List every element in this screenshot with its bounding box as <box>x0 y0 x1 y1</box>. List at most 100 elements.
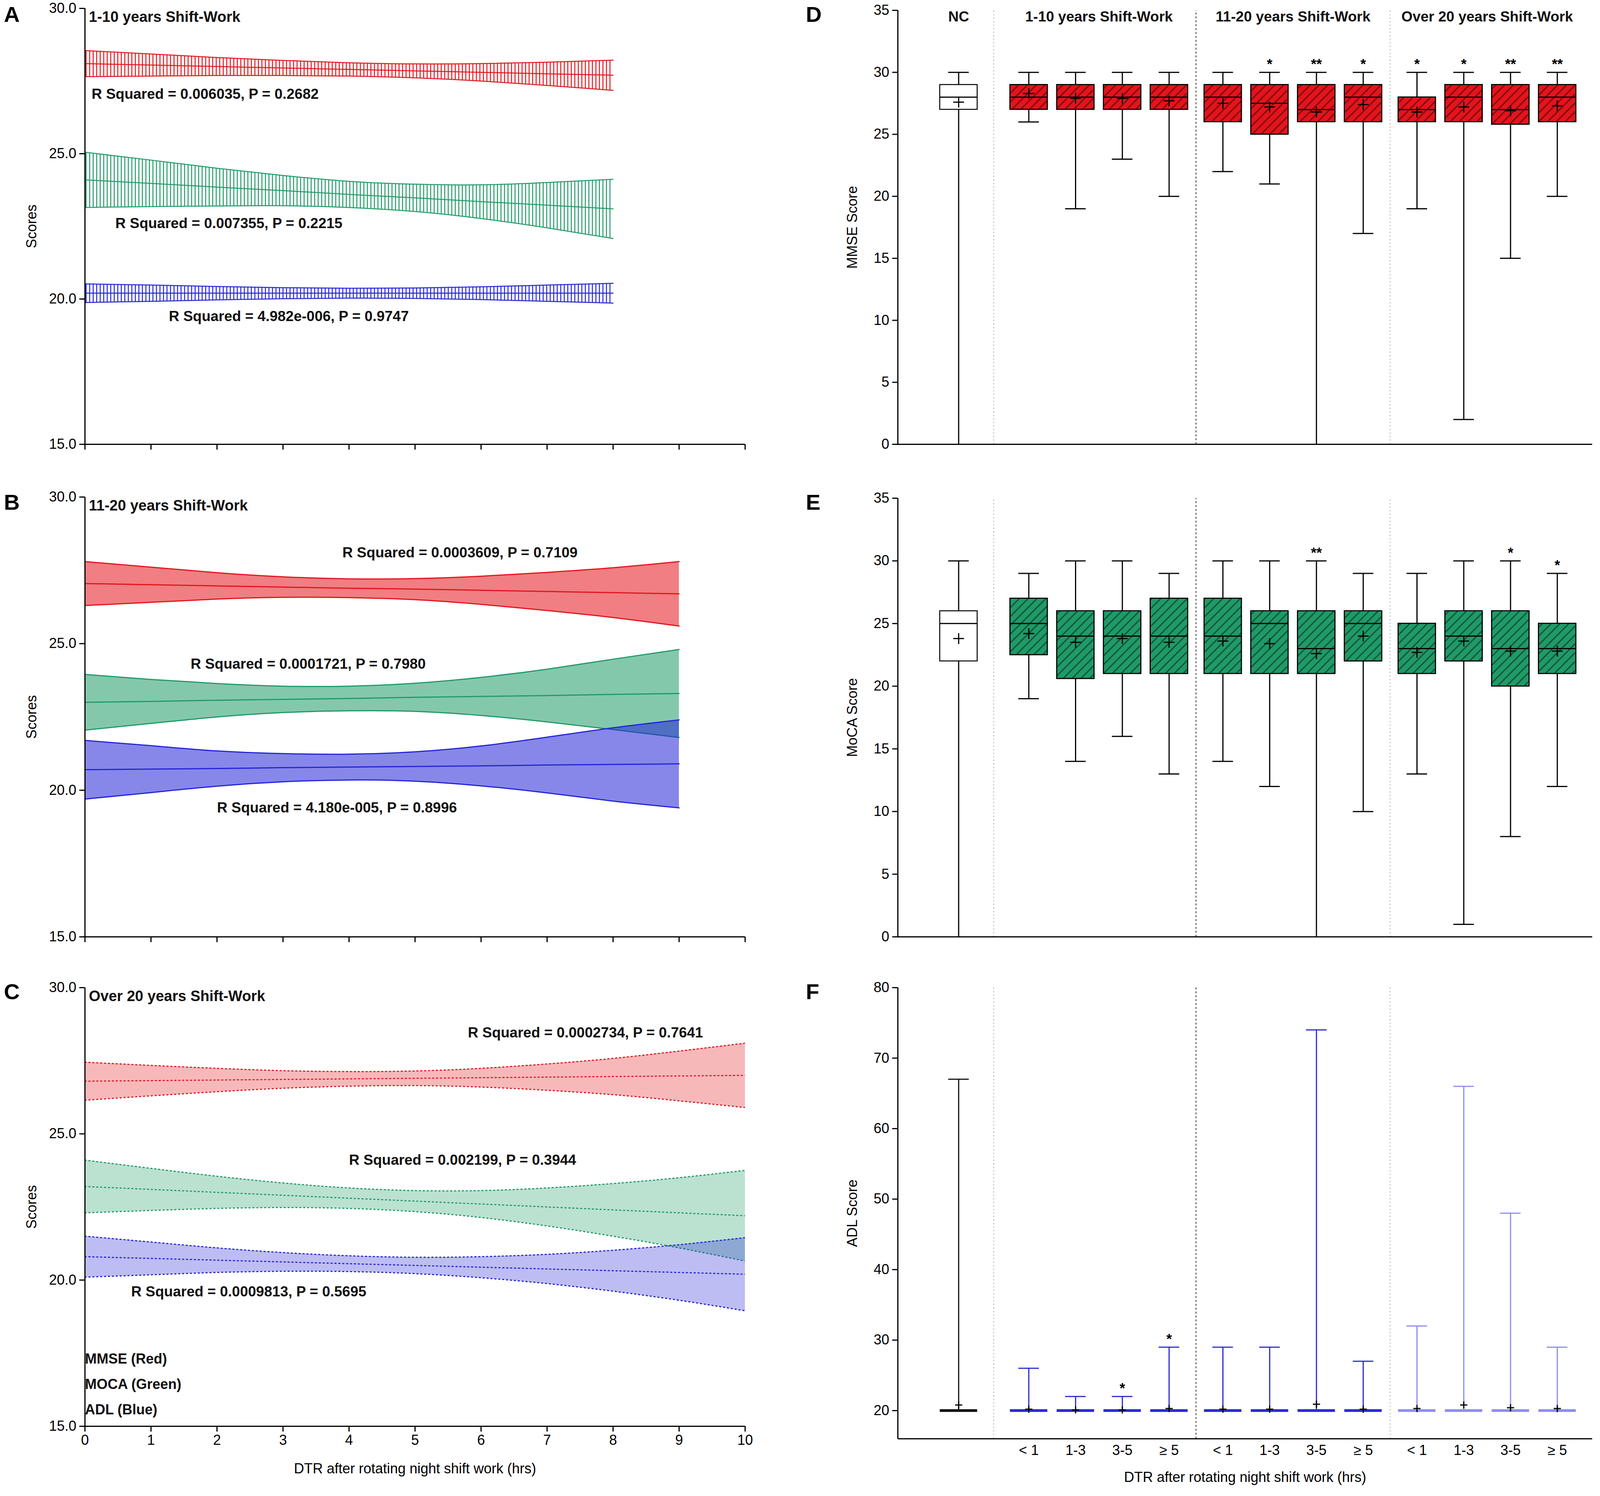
svg-text:11-20 years Shift-Work: 11-20 years Shift-Work <box>89 497 249 514</box>
svg-text:1-3: 1-3 <box>1453 1442 1474 1459</box>
svg-text:15: 15 <box>873 740 890 757</box>
svg-text:5: 5 <box>881 373 890 390</box>
svg-text:≥ 5: ≥ 5 <box>1353 1442 1374 1459</box>
svg-text:R Squared = 0.0002734, P = 0.7: R Squared = 0.0002734, P = 0.7641 <box>467 1024 704 1041</box>
svg-text:70: 70 <box>873 1049 890 1066</box>
svg-text:5: 5 <box>881 866 890 883</box>
svg-text:3-5: 3-5 <box>1112 1442 1133 1459</box>
svg-text:2: 2 <box>212 1432 221 1449</box>
svg-text:0: 0 <box>881 435 890 452</box>
svg-text:25.0: 25.0 <box>48 1125 77 1142</box>
svg-text:Over 20 years Shift-Work: Over 20 years Shift-Work <box>89 987 266 1005</box>
svg-text:6: 6 <box>476 1432 485 1449</box>
svg-text:MoCA Score: MoCA Score <box>844 678 861 758</box>
svg-text:Over 20 years Shift-Work: Over 20 years Shift-Work <box>1401 8 1574 25</box>
svg-text:25.0: 25.0 <box>48 635 77 652</box>
html-text:B: B <box>3 489 20 515</box>
svg-text:R Squared = 0.0001721, P = 0.7: R Squared = 0.0001721, P = 0.7980 <box>190 655 426 672</box>
svg-text:30.0: 30.0 <box>48 488 77 505</box>
svg-text:15.0: 15.0 <box>48 928 77 945</box>
svg-text:10: 10 <box>873 312 890 329</box>
svg-text:15.0: 15.0 <box>48 1417 77 1434</box>
svg-text:Scores: Scores <box>23 204 40 249</box>
svg-text:50: 50 <box>873 1190 890 1207</box>
svg-text:**: ** <box>1310 544 1322 561</box>
svg-text:ADL Score: ADL Score <box>844 1179 861 1248</box>
svg-text:25: 25 <box>873 125 890 142</box>
svg-text:*: * <box>1554 557 1561 574</box>
svg-text:4: 4 <box>344 1432 353 1449</box>
svg-text:NC: NC <box>948 8 969 25</box>
svg-text:< 1: < 1 <box>1212 1442 1233 1459</box>
svg-text:30.0: 30.0 <box>48 979 77 996</box>
svg-text:*: * <box>1166 1331 1172 1348</box>
svg-text:20: 20 <box>873 187 890 204</box>
svg-text:30: 30 <box>873 1331 890 1348</box>
svg-text:DTR after rotating night shift: DTR after rotating night shift work (hrs… <box>293 1460 536 1477</box>
svg-text:R Squared = 4.180e-005, P = 0.: R Squared = 4.180e-005, P = 0.8996 <box>217 799 458 816</box>
svg-text:7: 7 <box>542 1432 551 1449</box>
svg-text:1-3: 1-3 <box>1065 1442 1086 1459</box>
svg-text:**: ** <box>1551 56 1563 73</box>
svg-text:20: 20 <box>873 1402 890 1419</box>
svg-text:0: 0 <box>881 928 890 945</box>
svg-text:*: * <box>1266 56 1273 73</box>
svg-text:MMSE (Red): MMSE (Red) <box>85 1350 168 1367</box>
svg-text:80: 80 <box>873 979 890 996</box>
svg-text:30: 30 <box>873 552 890 569</box>
svg-text:Scores: Scores <box>23 1185 40 1229</box>
svg-text:DTR after rotating night shift: DTR after rotating night shift work (hrs… <box>1123 1469 1367 1486</box>
svg-text:ADL (Blue): ADL (Blue) <box>85 1401 158 1418</box>
svg-text:Scores: Scores <box>23 694 40 739</box>
svg-text:40: 40 <box>873 1261 890 1278</box>
svg-text:MOCA (Green): MOCA (Green) <box>85 1376 182 1393</box>
svg-text:< 1: < 1 <box>1018 1442 1039 1459</box>
svg-text:30.0: 30.0 <box>48 0 77 17</box>
svg-text:30: 30 <box>873 64 890 81</box>
svg-text:3-5: 3-5 <box>1306 1442 1327 1459</box>
svg-text:*: * <box>1460 56 1467 73</box>
svg-text:20.0: 20.0 <box>48 290 77 307</box>
svg-text:11-20 years Shift-Work: 11-20 years Shift-Work <box>1215 8 1371 25</box>
svg-text:R Squared = 0.006035, P = 0.26: R Squared = 0.006035, P = 0.2682 <box>91 85 319 102</box>
svg-text:10: 10 <box>873 803 890 820</box>
svg-text:15: 15 <box>873 250 890 267</box>
svg-text:35: 35 <box>873 489 890 506</box>
svg-text:R Squared = 0.007355, P = 0.22: R Squared = 0.007355, P = 0.2215 <box>115 215 343 232</box>
svg-text:R Squared = 0.0009813, P = 0.5: R Squared = 0.0009813, P = 0.5695 <box>131 1283 367 1300</box>
svg-text:20.0: 20.0 <box>48 782 77 799</box>
svg-text:10: 10 <box>737 1432 753 1449</box>
svg-text:**: ** <box>1505 56 1517 73</box>
svg-text:1: 1 <box>146 1432 155 1449</box>
svg-text:35: 35 <box>873 1 890 18</box>
svg-text:**: ** <box>1310 56 1322 73</box>
svg-text:≥ 5: ≥ 5 <box>1547 1442 1568 1459</box>
svg-text:R Squared = 0.0003609, P = 0.7: R Squared = 0.0003609, P = 0.7109 <box>342 544 578 561</box>
svg-text:3: 3 <box>278 1432 287 1449</box>
svg-text:5: 5 <box>410 1432 419 1449</box>
svg-text:25: 25 <box>873 615 890 632</box>
svg-text:*: * <box>1414 56 1420 73</box>
svg-text:MMSE Score: MMSE Score <box>844 185 861 269</box>
svg-text:*: * <box>1507 544 1514 561</box>
svg-text:*: * <box>1119 1380 1125 1397</box>
svg-text:≥ 5: ≥ 5 <box>1159 1442 1179 1459</box>
svg-text:9: 9 <box>675 1432 683 1449</box>
svg-text:3-5: 3-5 <box>1500 1442 1521 1459</box>
svg-text:1-3: 1-3 <box>1259 1442 1280 1459</box>
svg-text:< 1: < 1 <box>1407 1442 1427 1459</box>
svg-text:1-10 years Shift-Work: 1-10 years Shift-Work <box>89 8 242 25</box>
svg-text:R Squared = 4.982e-006, P = 0.: R Squared = 4.982e-006, P = 0.9747 <box>168 308 409 325</box>
svg-text:25.0: 25.0 <box>48 145 77 162</box>
svg-text:8: 8 <box>608 1432 617 1449</box>
svg-text:15.0: 15.0 <box>48 435 77 452</box>
svg-text:R Squared = 0.002199, P = 0.39: R Squared = 0.002199, P = 0.3944 <box>349 1151 577 1168</box>
html-text:C: C <box>3 979 20 1004</box>
svg-text:60: 60 <box>873 1120 890 1137</box>
svg-text:20: 20 <box>873 677 890 694</box>
svg-text:*: * <box>1360 56 1367 73</box>
html-text:A: A <box>3 1 20 27</box>
svg-text:1-10 years Shift-Work: 1-10 years Shift-Work <box>1025 8 1173 25</box>
svg-text:20.0: 20.0 <box>48 1271 77 1288</box>
svg-text:0: 0 <box>80 1432 89 1449</box>
